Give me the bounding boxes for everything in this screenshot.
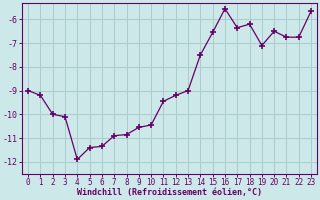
X-axis label: Windchill (Refroidissement éolien,°C): Windchill (Refroidissement éolien,°C) [77, 188, 262, 197]
